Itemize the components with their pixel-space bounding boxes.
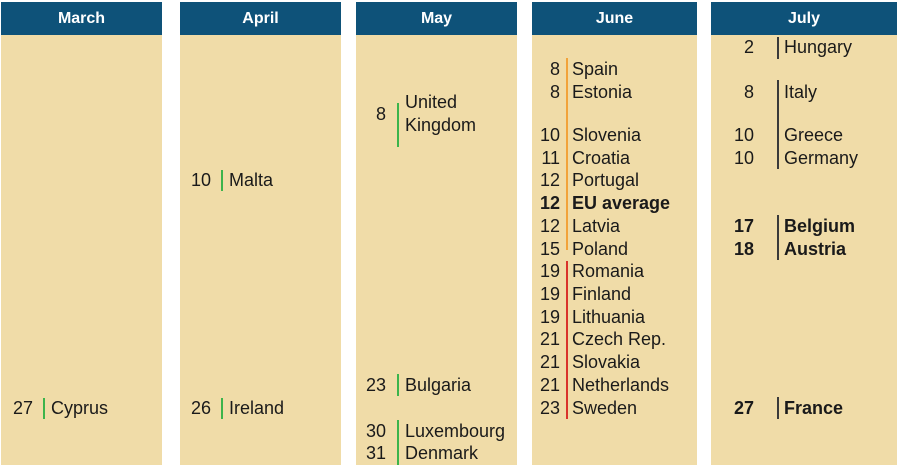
country-name: Luxembourg (405, 420, 506, 441)
day-number: 10 (190, 169, 211, 190)
country-name: Romania (572, 260, 645, 281)
month-column-may: May 8 United Kingdom 23 Bulgaria 30 Luxembourg 3… (356, 2, 517, 465)
day-number: 21 (539, 374, 560, 395)
day-number: 27 (733, 397, 754, 418)
country-name: Netherlands (572, 374, 670, 395)
day-number: 17 (733, 215, 754, 236)
day-number: 30 (365, 420, 386, 441)
connector-line (777, 80, 779, 169)
day-number: 8 (549, 81, 560, 102)
connector-line (777, 215, 779, 260)
country-name: Finland (572, 283, 632, 304)
month-header: June (532, 2, 697, 35)
connector-line (397, 420, 399, 465)
country-name: Cyprus (51, 397, 109, 418)
day-number: 12 (539, 215, 560, 236)
country-name: United (405, 92, 458, 113)
connector-line (777, 397, 779, 419)
country-name: Ireland (229, 397, 285, 418)
day-number: 2 (743, 36, 754, 57)
country-name: Italy (784, 81, 818, 102)
country-name: Slovakia (572, 351, 641, 372)
connector-line (397, 103, 399, 147)
month-header: May (356, 2, 517, 35)
country-name: Bulgaria (405, 374, 472, 395)
country-name: Latvia (572, 215, 621, 236)
country-name: Poland (572, 238, 629, 259)
day-number: 27 (12, 397, 33, 418)
day-number: 21 (539, 328, 560, 349)
country-name: Spain (572, 58, 619, 79)
day-number: 19 (539, 260, 560, 281)
connector-line (566, 261, 568, 419)
country-name: Denmark (405, 442, 479, 463)
country-name: Portugal (572, 169, 640, 190)
day-number: 21 (539, 351, 560, 372)
day-number: 19 (539, 306, 560, 327)
day-number: 10 (539, 124, 560, 145)
connector-line (221, 398, 223, 419)
day-number: 18 (733, 238, 754, 259)
country-name: Hungary (784, 36, 853, 57)
country-name: Slovenia (572, 124, 642, 145)
connector-line (777, 37, 779, 59)
country-name: France (784, 397, 844, 418)
day-number: 31 (365, 442, 386, 463)
day-number: 23 (365, 374, 386, 395)
month-column-march: March 27 Cyprus (1, 2, 162, 465)
country-name: Kingdom (405, 114, 477, 135)
day-number: 23 (539, 397, 560, 418)
connector-line (566, 58, 568, 250)
country-name: Sweden (572, 397, 638, 418)
country-name: Malta (229, 169, 274, 190)
day-number: 8 (375, 103, 386, 124)
month-header: March (1, 2, 162, 35)
month-column-june: June 8 Spain 8 Estonia 10 Slovenia 11 Croatia 12 P… (532, 2, 697, 465)
connector-line (397, 374, 399, 396)
country-name: Czech Rep. (572, 328, 667, 349)
day-number: 19 (539, 283, 560, 304)
country-name: Estonia (572, 81, 633, 102)
month-column-july: July 2 Hungary 8 Italy 10 Greece 10 Germany 17 Bel… (711, 2, 897, 465)
country-name: Croatia (572, 147, 631, 168)
country-name: Greece (784, 124, 844, 145)
day-number: 10 (733, 124, 754, 145)
day-number: 10 (733, 147, 754, 168)
day-number: 8 (743, 81, 754, 102)
country-name: Austria (784, 238, 847, 259)
month-column-april: April 10 Malta 26 Ireland (180, 2, 341, 465)
connector-line (221, 170, 223, 191)
country-name: EU average (572, 192, 671, 213)
country-name: Germany (784, 147, 859, 168)
country-name: Lithuania (572, 306, 646, 327)
connector-line (43, 398, 45, 419)
country-name: Belgium (784, 215, 856, 236)
month-header: April (180, 2, 341, 35)
month-header: July (711, 2, 897, 35)
day-number: 26 (190, 397, 211, 418)
day-number: 15 (539, 238, 560, 259)
day-number: 12 (539, 192, 560, 213)
day-number: 12 (539, 169, 560, 190)
day-number: 8 (549, 58, 560, 79)
day-number: 11 (541, 147, 560, 168)
